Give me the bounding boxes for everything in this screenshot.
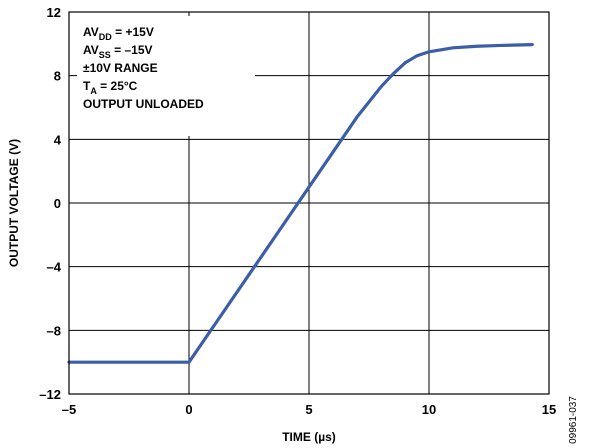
grid	[69, 12, 549, 394]
y-tick-label: 0	[54, 196, 61, 211]
y-tick-label: –4	[47, 260, 62, 275]
series-line-0	[67, 43, 534, 364]
annotation-line: TA = 25°C	[83, 79, 138, 96]
figure-id: 09961-037	[568, 396, 579, 444]
x-tick-label: 5	[305, 402, 312, 417]
x-axis-label: TIME (µs)	[282, 430, 336, 444]
x-tick-label: 15	[542, 402, 556, 417]
y-axis-label: OUTPUT VOLTAGE (V)	[7, 139, 21, 267]
annotation-line: AVDD = +15V	[83, 25, 154, 42]
annotation-line: AVSS = –15V	[83, 43, 153, 60]
y-tick-label: 4	[54, 132, 62, 147]
y-tick-label: –8	[47, 323, 61, 338]
annotation-background	[77, 16, 255, 136]
y-tick-label: –12	[39, 387, 61, 402]
plot-frame	[68, 11, 550, 395]
x-tick-label: 0	[185, 402, 192, 417]
series-layer	[67, 43, 534, 364]
annotation-box	[77, 16, 255, 136]
annotation-line: ±10V RANGE	[83, 61, 158, 75]
x-tick-label: –5	[62, 402, 76, 417]
y-tick-label: 8	[54, 69, 61, 84]
x-axis-ticks: –5 0 5 10 15	[62, 402, 556, 417]
y-axis-ticks: –12 –8 –4 0 4 8 12	[39, 5, 61, 402]
y-tick-label: 12	[47, 5, 61, 20]
annotation-line: OUTPUT UNLOADED	[83, 97, 204, 111]
x-tick-label: 10	[422, 402, 436, 417]
